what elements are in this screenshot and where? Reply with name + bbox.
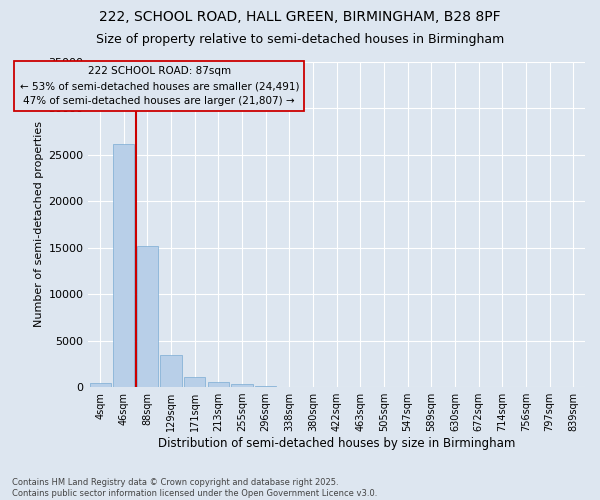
Text: 222, SCHOOL ROAD, HALL GREEN, BIRMINGHAM, B28 8PF: 222, SCHOOL ROAD, HALL GREEN, BIRMINGHAM…	[99, 10, 501, 24]
Text: 222 SCHOOL ROAD: 87sqm
← 53% of semi-detached houses are smaller (24,491)
47% of: 222 SCHOOL ROAD: 87sqm ← 53% of semi-det…	[20, 66, 299, 106]
Bar	[137, 246, 158, 387]
Bar	[89, 384, 111, 387]
Text: Size of property relative to semi-detached houses in Birmingham: Size of property relative to semi-detach…	[96, 32, 504, 46]
Bar	[208, 382, 229, 387]
X-axis label: Distribution of semi-detached houses by size in Birmingham: Distribution of semi-detached houses by …	[158, 437, 515, 450]
Bar	[160, 356, 182, 387]
Bar	[113, 144, 134, 387]
Bar	[184, 377, 205, 387]
Text: Contains HM Land Registry data © Crown copyright and database right 2025.
Contai: Contains HM Land Registry data © Crown c…	[12, 478, 377, 498]
Bar	[232, 384, 253, 387]
Bar	[255, 386, 277, 387]
Y-axis label: Number of semi-detached properties: Number of semi-detached properties	[34, 122, 44, 328]
